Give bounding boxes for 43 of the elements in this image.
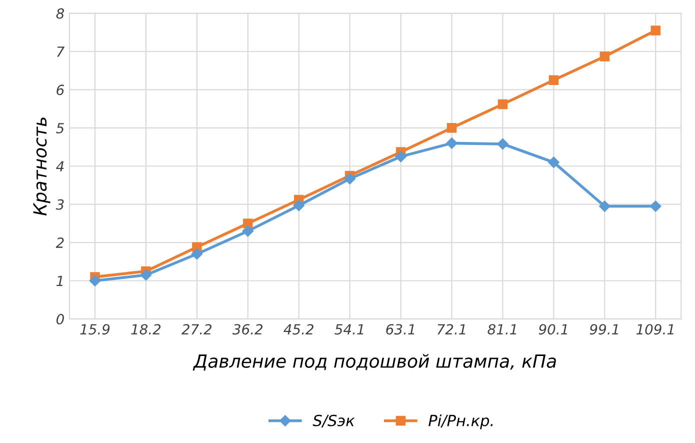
x-tick-label: 45.2 [284,324,314,335]
point [650,200,662,212]
x-tick-label: 99.1 [590,324,618,335]
x-axis-title: Давление под подошвой штампа, кПа [192,354,556,370]
x-tick-label: 27.2 [182,324,212,334]
x-tick-label: 81.1 [488,324,516,335]
point [191,248,203,260]
point [599,200,610,212]
point [497,138,508,150]
y-tick-label: 4 [56,161,64,172]
y-tick-label: 3 [56,199,64,210]
point [395,150,406,162]
point [548,156,560,168]
point [600,52,610,62]
y-axis-title: Кратность [33,118,50,216]
x-tick-label: 109.1 [636,324,674,335]
legend-label: S/Sэк [312,414,355,428]
y-tick-label: 2 [56,238,64,248]
point [446,123,457,133]
point [650,26,660,36]
point [140,269,152,281]
point [293,200,304,212]
y-tick-label: 5 [56,123,64,134]
x-tick-label: 15.9 [80,324,110,335]
point [89,275,101,286]
y-tick-label: 6 [56,84,64,96]
y-tick-label: 8 [56,8,64,19]
point [548,75,559,86]
y-tick-label: 7 [57,46,65,57]
point [344,173,356,184]
x-tick-label: 63.1 [386,324,414,335]
point [242,225,254,237]
x-tick-label: 90.1 [538,324,568,335]
point [498,99,508,110]
x-tick-label: 54.1 [334,324,364,335]
x-tick-label: 72.1 [438,324,466,334]
point [243,218,253,228]
legend-label: Pi/Pн.кр. [428,414,493,430]
x-tick-label: 18.2 [131,324,161,335]
y-tick-label: 1 [56,276,63,286]
y-tick-label: 0 [56,314,64,324]
x-tick-label: 36.2 [232,324,262,335]
point [446,138,458,149]
